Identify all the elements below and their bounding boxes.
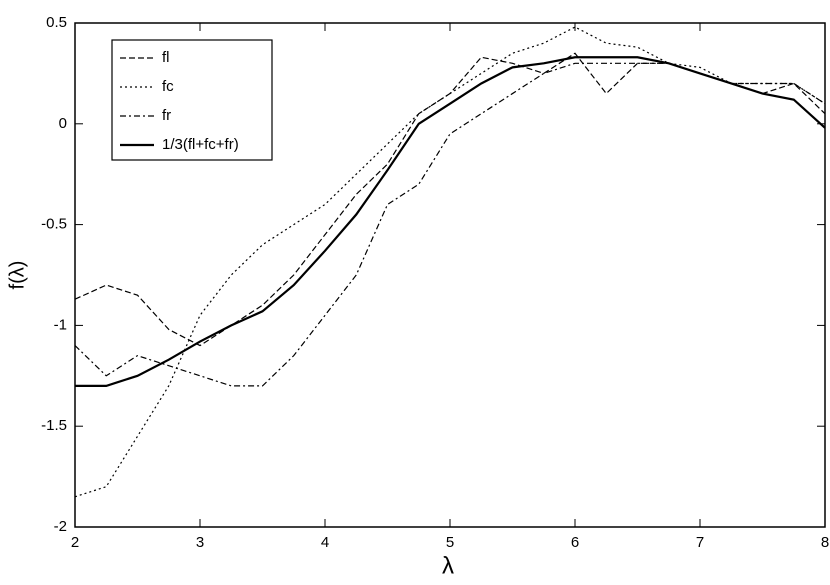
y-tick-label: -1: [54, 316, 67, 333]
x-tick-label: 7: [696, 534, 704, 551]
x-axis-label: λ: [442, 552, 454, 579]
x-tick-label: 5: [446, 534, 454, 551]
x-tick-label: 2: [71, 534, 79, 551]
y-tick-label: -1.5: [41, 417, 67, 434]
series-line: [74, 26, 826, 498]
legend-label: fc: [162, 78, 174, 95]
legend-label: 1/3(fl+fc+fr): [162, 136, 239, 153]
legend-label: fl: [162, 49, 170, 66]
y-tick-label: 0: [59, 115, 67, 132]
x-tick-label: 6: [571, 534, 579, 551]
series-line: [75, 56, 826, 387]
legend-box: [111, 39, 273, 161]
x-tick-label: 3: [196, 534, 204, 551]
y-tick-label: -2: [54, 518, 67, 535]
legend-label: fr: [162, 107, 171, 124]
x-tick-label: 4: [321, 534, 329, 551]
y-tick-label: 0.5: [46, 14, 67, 31]
y-tick-label: -0.5: [41, 216, 67, 233]
x-tick-label: 8: [821, 534, 829, 551]
y-axis-label: f(λ): [6, 261, 28, 290]
